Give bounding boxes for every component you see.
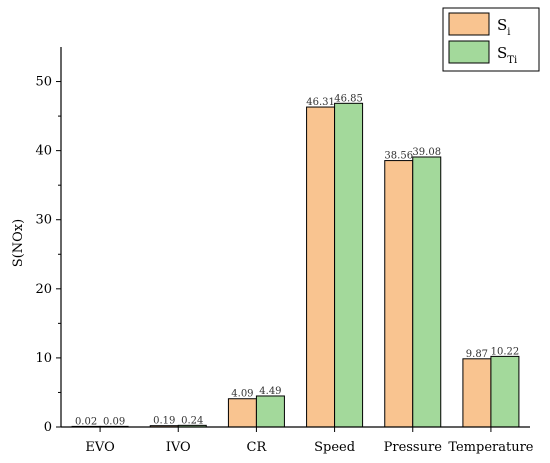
y-tick-label-50: 50 [35,75,52,90]
data-label-si-ivo: 0.19 [153,416,175,427]
legend-label-sti-main: S [497,44,507,62]
y-tick-label-0: 0 [44,420,52,435]
data-label-si-speed: 46.31 [306,97,335,108]
bar-sti-pressure [412,156,442,428]
bar-si-speed [306,106,336,428]
data-label-sti-cr: 4.49 [259,386,281,397]
x-tick-label-pressure: Pressure [384,440,443,455]
legend-label-sti: STi [497,44,517,66]
x-tick-label-evo: EVO [85,440,114,455]
data-label-si-cr: 4.09 [231,389,253,400]
legend-label-si-sub: i [507,27,510,38]
legend-swatch-si [448,12,490,36]
bar-sti-temperature [490,355,520,428]
legend-swatch-sti [448,40,490,64]
data-label-sti-temperature: 10.22 [491,346,520,357]
y-tick-label-40: 40 [35,144,52,159]
legend-label-si: Si [497,16,510,38]
data-label-sti-speed: 46.85 [334,93,363,104]
data-label-sti-evo: 0.09 [103,416,125,427]
data-label-si-evo: 0.02 [75,416,97,427]
bar-si-temperature [462,358,492,428]
bar-sti-speed [334,102,364,428]
data-label-si-temperature: 9.87 [466,349,488,360]
bar-si-pressure [384,160,414,428]
bar-si-cr [227,398,257,428]
data-label-sti-pressure: 39.08 [412,147,441,158]
y-axis-label: S(NOx) [11,219,26,267]
legend-label-si-main: S [497,16,507,34]
x-tick-label-speed: Speed [314,440,355,455]
data-label-si-pressure: 38.56 [384,151,413,162]
x-tick-label-ivo: IVO [166,440,191,455]
y-tick-label-30: 30 [35,213,52,228]
legend: Si STi [442,7,540,72]
data-label-sti-ivo: 0.24 [181,415,203,426]
axes-group: 0 10 20 30 40 50 EVO IVO CR Speed Pressure Temperat… [35,47,534,455]
y-tick-label-20: 20 [35,282,52,297]
legend-label-sti-sub: Ti [507,55,517,66]
bars-group [71,102,520,428]
y-tick-label-10: 10 [35,351,52,366]
data-labels-group: 0.02 0.09 0.19 0.24 4.09 4.49 46.31 46.85 38.56 3… [75,93,519,427]
x-tick-label-cr: CR [247,440,268,455]
x-tick-label-temperature: Temperature [448,440,533,455]
bar-sti-cr [255,395,285,428]
